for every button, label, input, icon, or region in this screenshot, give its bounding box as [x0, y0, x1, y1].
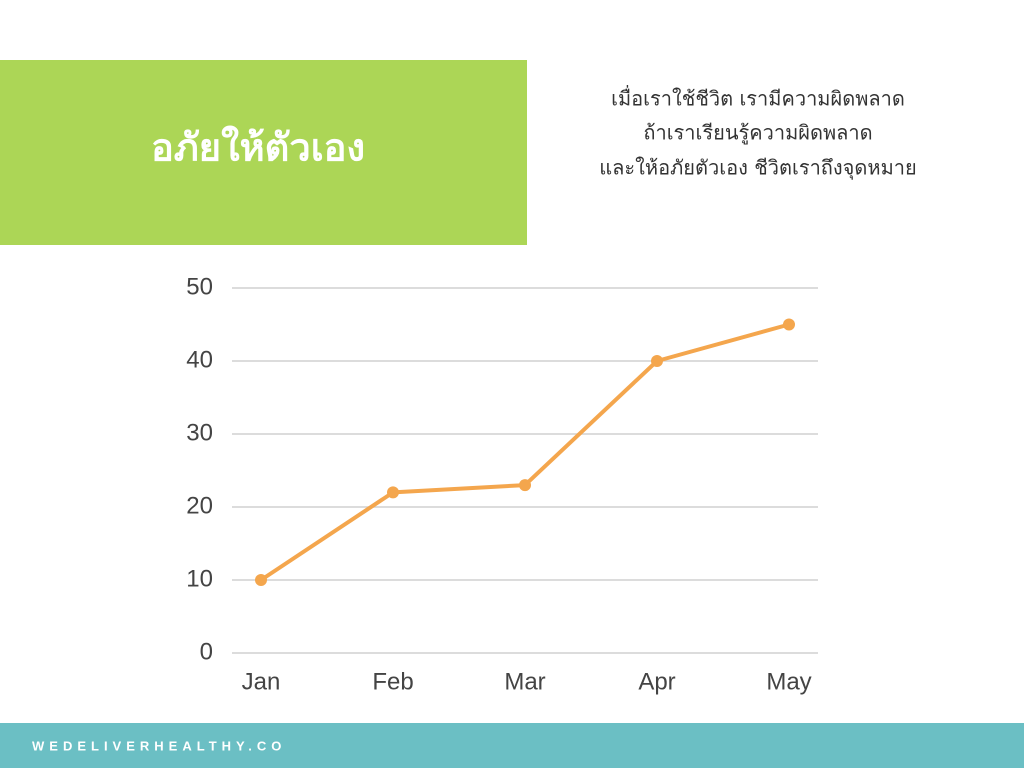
- title: อภัยให้ตัวเอง: [151, 126, 365, 170]
- quote-line: ถ้าเราเรียนรู้ความผิดพลาด: [643, 121, 872, 146]
- point: [255, 574, 267, 586]
- x-tick-label: Feb: [372, 668, 413, 695]
- y-tick-label: 20: [186, 492, 213, 519]
- x-tick-label: Jan: [242, 668, 281, 695]
- point: [519, 479, 531, 492]
- footer-text: WEDELIVERHEALTHY.CO: [32, 738, 286, 753]
- x-tick-label: May: [766, 668, 811, 695]
- footer-bar: [0, 723, 1024, 768]
- x-tick-label: Apr: [638, 668, 675, 695]
- line: [259, 322, 790, 582]
- y-tick-label: 0: [200, 638, 213, 665]
- y-tick-label: 10: [186, 565, 213, 592]
- x-tick-label: Mar: [504, 668, 545, 695]
- point: [651, 355, 663, 367]
- quote-line: และให้อภัยตัวเอง ชีวิตเราถึงจุดหมาย: [599, 156, 916, 181]
- y-tick-label: 50: [186, 273, 213, 300]
- title-box: [0, 60, 527, 245]
- quote-line: เมื่อเราใช้ชีวิต เรามีความผิดพลาด: [611, 85, 905, 111]
- y-tick-label: 30: [186, 419, 213, 446]
- point: [783, 318, 795, 331]
- y-tick-label: 40: [186, 346, 213, 373]
- point: [387, 486, 399, 499]
